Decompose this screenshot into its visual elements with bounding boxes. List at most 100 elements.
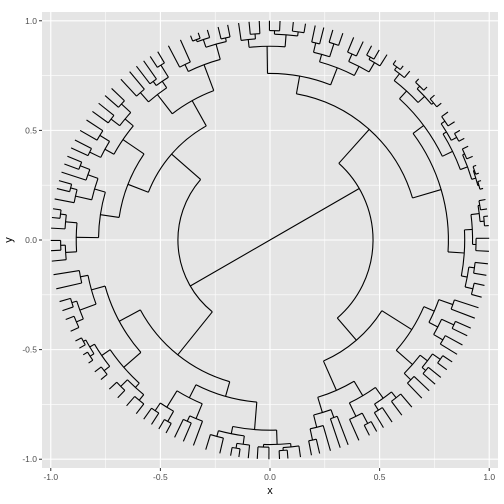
dendrogram-arc xyxy=(374,407,383,414)
dendrogram-branch xyxy=(433,334,444,341)
dendrogram-arc xyxy=(87,148,92,156)
dendrogram-branch xyxy=(298,445,302,458)
dendrogram-branch xyxy=(67,155,82,163)
dendrogram-branch xyxy=(51,227,66,230)
dendrogram-arc xyxy=(159,402,174,412)
y-axis-ticks: 1.0 0.5 0.0 -0.5 -1.0 xyxy=(22,16,42,464)
dendrogram-branch xyxy=(403,372,412,381)
dendrogram-arc xyxy=(155,76,169,86)
x-tick-label: -0.5 xyxy=(153,472,168,482)
dendrogram-branch xyxy=(464,286,473,290)
dendrogram-branch xyxy=(454,299,479,309)
dendrogram-branch xyxy=(447,121,455,127)
dendrogram-branch xyxy=(123,351,142,368)
dendrogram-branch xyxy=(182,422,192,442)
dendrogram-branch xyxy=(53,269,80,276)
dendrogram-branch xyxy=(258,21,261,34)
dendrogram-branch xyxy=(475,172,479,175)
dendrogram-branch xyxy=(374,403,379,411)
dendrogram-arc xyxy=(195,384,257,403)
dendrogram-branch xyxy=(135,65,151,85)
dendrogram-arc xyxy=(462,154,473,180)
dendrogram-branch xyxy=(195,403,203,419)
dendrogram-arc xyxy=(274,33,298,37)
dendrogram-arc xyxy=(109,349,140,384)
dendrogram-branch xyxy=(455,320,471,329)
dendrogram-branch xyxy=(56,188,70,193)
dendrogram-branch xyxy=(444,335,463,346)
dendrogram-branch xyxy=(395,349,413,365)
dendrogram-branch xyxy=(295,76,301,94)
dendrogram-arc xyxy=(374,391,392,405)
dendrogram-branch xyxy=(120,78,137,97)
dendrogram-branch xyxy=(297,31,299,37)
dendrogram-arc xyxy=(96,130,104,141)
dendrogram-branch xyxy=(143,407,152,420)
dendrogram-arc xyxy=(317,380,355,398)
y-tick-label: 1.0 xyxy=(25,16,37,26)
dendrogram-branch xyxy=(338,129,370,164)
dendrogram-branch xyxy=(284,34,287,47)
dendrogram-branch xyxy=(353,380,364,396)
dendrogram-branch xyxy=(230,447,233,456)
x-tick-label: -1.0 xyxy=(43,472,58,482)
dendrogram-branch xyxy=(461,275,468,278)
dendrogram-branch xyxy=(349,419,360,441)
dendrogram-branch xyxy=(65,221,78,224)
dendrogram-branch xyxy=(442,150,453,157)
dendrogram-arc xyxy=(394,69,405,79)
dendrogram-branch xyxy=(104,95,119,108)
dendrogram-branch xyxy=(427,366,442,378)
dendrogram-branch xyxy=(88,359,94,364)
dendrogram-branch xyxy=(471,177,476,180)
dendrogram-branch xyxy=(392,60,397,65)
dendrogram-branch xyxy=(238,448,241,458)
dendrogram-branch xyxy=(104,148,115,155)
dendrogram-branch xyxy=(87,174,99,179)
dendrogram-branch xyxy=(127,183,149,193)
dendrogram-branch xyxy=(347,37,355,53)
dendrogram-arc xyxy=(428,299,440,323)
dendrogram-arc xyxy=(442,133,461,170)
dendrogram-branch xyxy=(230,426,234,434)
dendrogram-branch xyxy=(474,282,485,286)
dendrogram-branch xyxy=(311,25,316,43)
dendrogram-branch xyxy=(75,195,92,201)
dendrogram-branch xyxy=(98,102,115,116)
dendrogram-branch xyxy=(138,394,145,401)
dendrogram-branch xyxy=(338,33,344,46)
dendrogram-branch xyxy=(313,42,317,53)
dendrogram-branch xyxy=(407,382,423,399)
dendrogram-branch xyxy=(462,145,469,150)
dendrogram-branch xyxy=(379,54,388,67)
dendrogram-branch xyxy=(124,118,134,127)
dendrogram-branch xyxy=(82,351,88,356)
dendrogram-branch xyxy=(329,43,335,57)
dendrogram-arc xyxy=(422,366,429,374)
dendrogram-branch xyxy=(135,403,145,415)
dendrogram-branch xyxy=(440,343,458,355)
x-tick-label: 1.0 xyxy=(483,472,495,482)
dendrogram-branch xyxy=(330,409,335,418)
dendrogram-arc xyxy=(477,181,481,190)
dendrogram-branch xyxy=(89,343,95,348)
dendrogram-branch xyxy=(313,414,318,428)
dendrogram-arc xyxy=(119,112,132,127)
dendrogram-branch xyxy=(160,64,169,78)
dendrogram-arc xyxy=(393,80,419,103)
dendrogram-branch xyxy=(94,366,102,373)
dendrogram-branch xyxy=(336,317,357,341)
dendrogram-branch xyxy=(421,367,427,371)
dendrogram-branch xyxy=(355,41,364,57)
dendrogram-branch xyxy=(399,90,407,100)
dendrogram-arc xyxy=(249,45,286,48)
dendrogram-branch xyxy=(171,153,201,180)
dendrogram-arc xyxy=(134,396,145,405)
dendrogram-branch xyxy=(58,180,72,185)
dendrogram-branch xyxy=(151,412,160,425)
dendrogram-branch xyxy=(413,376,430,392)
dendrogram-branch xyxy=(190,35,194,42)
dendrogram-arc xyxy=(391,393,402,402)
dendrogram-branch xyxy=(74,139,92,149)
